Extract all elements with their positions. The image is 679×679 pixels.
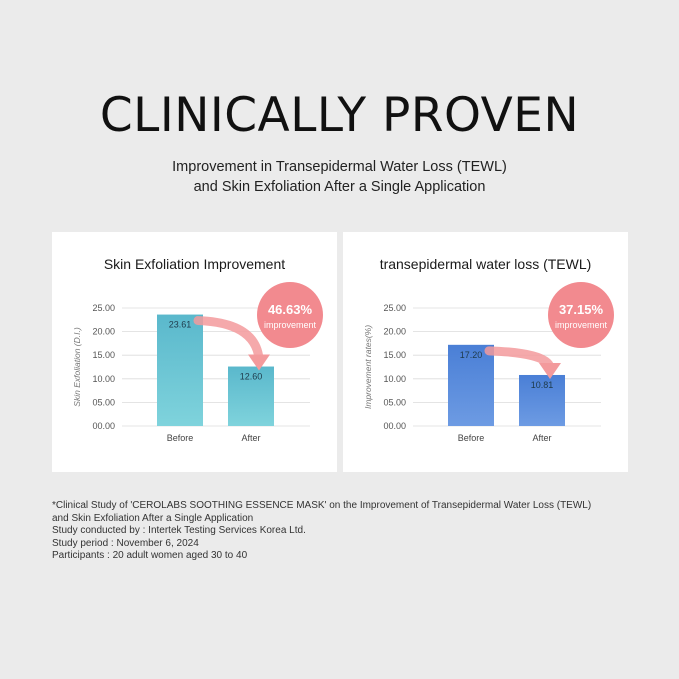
skin-exfoliation-chart: 00.00 05.00 10.00 15.00 20.00 25.00 Skin Exfol… bbox=[72, 282, 323, 443]
arrow-head bbox=[539, 362, 561, 379]
improvement-badge bbox=[257, 282, 323, 348]
x-tick-label: After bbox=[241, 433, 260, 443]
skin-exfoliation-chart-card: Skin Exfoliation Improvement 00.00 05.00 1… bbox=[52, 232, 337, 472]
bar-value-label: 17.20 bbox=[460, 350, 483, 360]
improvement-badge bbox=[548, 282, 614, 348]
y-tick-label: 20.00 bbox=[383, 327, 406, 337]
y-tick-label: 00.00 bbox=[92, 421, 115, 431]
page-subtitle: Improvement in Transepidermal Water Loss… bbox=[0, 157, 679, 197]
bar-value-label: 12.60 bbox=[240, 372, 263, 382]
decrease-arrow bbox=[193, 316, 264, 364]
x-tick-label: Before bbox=[167, 433, 194, 443]
subtitle-line-2: and Skin Exfoliation After a Single Appl… bbox=[193, 179, 486, 195]
badge-value: 37.15% bbox=[559, 302, 604, 317]
footnote-line-2: and Skin Exfoliation After a Single Appl… bbox=[52, 512, 254, 524]
page-headline: CLINICALLY PROVEN bbox=[99, 88, 580, 143]
y-axis-label: Skin Exfoliation (D.I.) bbox=[72, 327, 82, 407]
footnote-line-5: Participants : 20 adult women aged 30 to… bbox=[52, 550, 248, 561]
badge-label: improvement bbox=[264, 320, 317, 330]
x-tick-label: Before bbox=[458, 433, 485, 443]
y-tick-label: 05.00 bbox=[92, 397, 115, 407]
bar-value-label: 10.81 bbox=[531, 380, 554, 390]
chart-title: Skin Exfoliation Improvement bbox=[103, 256, 286, 272]
y-tick-label: 10.00 bbox=[383, 374, 406, 384]
y-tick-label: 25.00 bbox=[92, 303, 115, 313]
badge-label: improvement bbox=[555, 320, 608, 330]
y-tick-label: 25.00 bbox=[383, 303, 406, 313]
bar bbox=[519, 374, 565, 426]
bar bbox=[157, 314, 203, 426]
footnote-line-1: *Clinical Study of 'CEROLABS SOOTHING ES… bbox=[52, 500, 592, 511]
footnote-line-3: Study conducted by : Intertek Testing Se… bbox=[52, 525, 306, 536]
y-tick-label: 10.00 bbox=[92, 374, 115, 384]
bar bbox=[448, 344, 494, 426]
bar bbox=[228, 366, 274, 426]
y-axis-label: Improvement rates(%) bbox=[363, 325, 373, 409]
y-tick-label: 15.00 bbox=[92, 350, 115, 360]
arrow-head bbox=[248, 354, 270, 371]
chart-title: transepidermal water loss (TEWL) bbox=[379, 256, 592, 272]
tewl-chart-card: transepidermal water loss (TEWL) 00.00 05… bbox=[343, 232, 628, 472]
y-tick-label: 20.00 bbox=[92, 327, 115, 337]
tewl-chart: 00.00 05.00 10.00 15.00 20.00 25.00 Improvemen… bbox=[363, 282, 614, 443]
footnote-line-4: Study period : November 6, 2024 bbox=[52, 537, 199, 549]
badge-value: 46.63% bbox=[268, 302, 313, 317]
y-tick-label: 15.00 bbox=[383, 350, 406, 360]
subtitle-line-1: Improvement in Transepidermal Water Loss… bbox=[172, 159, 507, 175]
study-footnote: *Clinical Study of 'CEROLABS SOOTHING ES… bbox=[52, 500, 642, 563]
x-tick-label: After bbox=[532, 433, 551, 443]
bar-value-label: 23.61 bbox=[169, 320, 192, 330]
y-tick-label: 00.00 bbox=[383, 421, 406, 431]
y-tick-label: 05.00 bbox=[383, 397, 406, 407]
